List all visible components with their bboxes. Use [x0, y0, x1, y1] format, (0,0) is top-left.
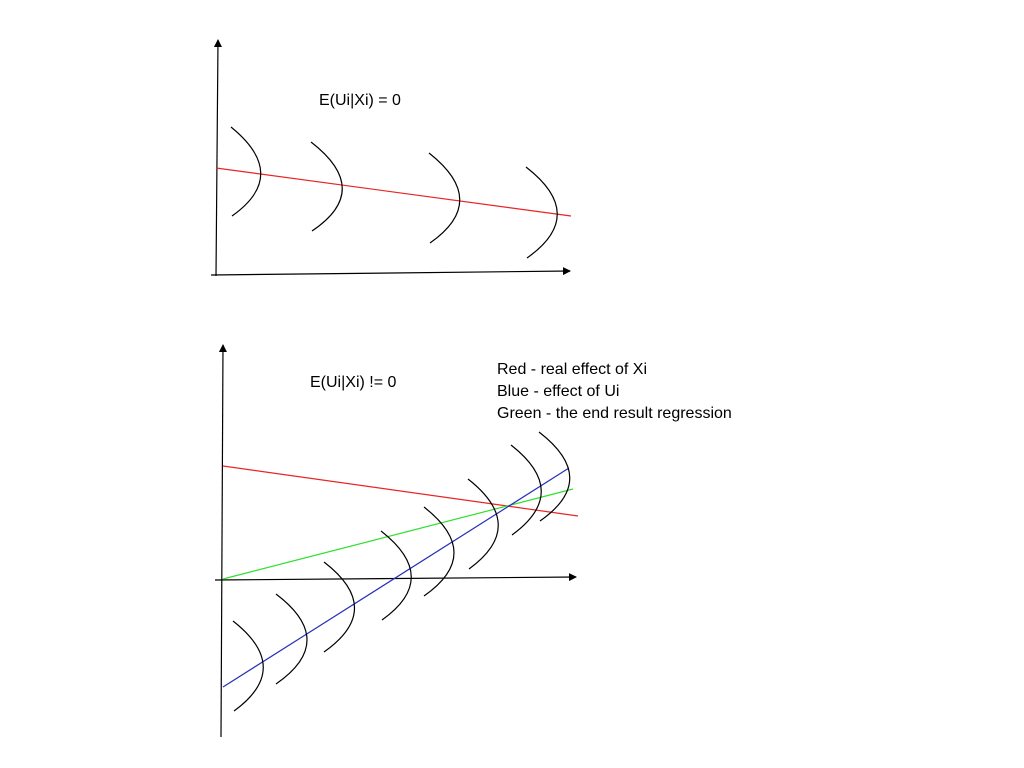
distribution-curve: [467, 478, 499, 570]
bottom-blue-line: [222, 467, 570, 688]
distribution-curve: [428, 152, 461, 244]
legend-red-entry: Red - real effect of Xi: [497, 361, 647, 378]
top-panel-label: E(Ui|Xi) = 0: [319, 92, 401, 109]
distribution-curve: [380, 530, 412, 621]
top-x-axis: [210, 267, 571, 276]
legend-blue-entry: Blue - effect of Ui: [497, 383, 620, 400]
legend-green-entry: Green - the end result regression: [497, 405, 732, 422]
legend: Red - real effect of Xi Blue - effect of…: [497, 359, 732, 425]
distribution-curve: [423, 506, 455, 597]
bottom-red-line: [222, 465, 579, 517]
distribution-curve: [525, 166, 558, 259]
distribution-curve: [230, 126, 262, 217]
top-red-regression-line: [215, 167, 572, 217]
distribution-curve: [510, 444, 542, 536]
top-panel: [210, 39, 572, 277]
distribution-curve: [310, 141, 343, 232]
bottom-distribution-curves: [232, 431, 571, 712]
bottom-y-axis: [218, 344, 227, 738]
distribution-curve: [275, 593, 308, 685]
distribution-curve: [232, 620, 264, 712]
bottom-green-line: [222, 488, 574, 580]
bottom-panel: [214, 344, 579, 738]
top-y-axis: [213, 39, 222, 277]
top-distribution-curves: [230, 126, 558, 259]
bottom-panel-label: E(Ui|Xi) != 0: [310, 374, 397, 391]
distribution-curve: [538, 431, 571, 522]
distribution-curve: [323, 561, 356, 653]
